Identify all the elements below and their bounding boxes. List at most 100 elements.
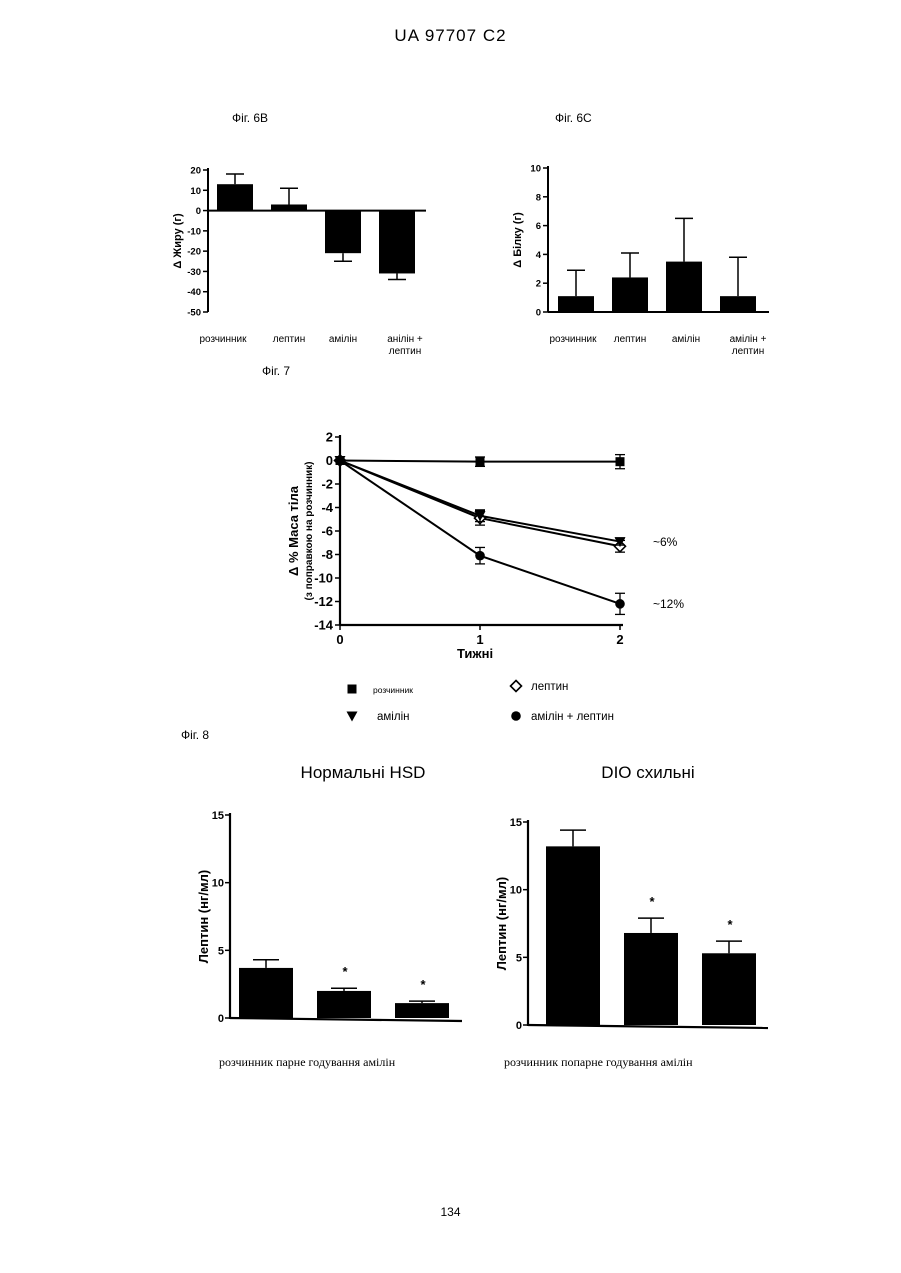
annotation-6pct: ~6% xyxy=(653,535,678,549)
category-label: амілін + xyxy=(730,334,767,345)
x-tick-label: 2 xyxy=(616,632,623,647)
y-axis-label: Лептин (нг/мл) xyxy=(196,870,211,963)
x-axis xyxy=(230,1018,462,1021)
chart-title: Нормальні HSD xyxy=(301,763,426,782)
category-label: амілін xyxy=(360,1055,396,1069)
category-label: анілін + xyxy=(387,334,423,345)
y-tick-label: -30 xyxy=(187,267,201,278)
y-tick-label: 6 xyxy=(536,221,541,232)
significance-star: * xyxy=(420,977,426,992)
fig6b-label: Фіг. 6В xyxy=(232,111,268,125)
y-tick-label: -2 xyxy=(321,477,333,492)
legend-label: розчинник xyxy=(373,685,413,695)
square-marker xyxy=(616,457,625,466)
bar xyxy=(720,296,756,312)
document-header: UA 97707 C2 xyxy=(0,26,901,46)
triangle-marker xyxy=(347,712,358,722)
fig6c-chart: 1086420Δ Білку (г)розчинниклептинаміліна… xyxy=(505,155,795,370)
chart-title: DIO схильні xyxy=(601,763,694,782)
fig7-chart: 20-2-4-6-8-10-12-14012ТижніΔ % Маса тіла… xyxy=(265,420,725,740)
y-tick-label: 2 xyxy=(536,279,541,290)
circle-marker xyxy=(475,551,485,561)
y-axis-label: Δ % Маса тіла xyxy=(286,485,301,576)
y-tick-label: 15 xyxy=(510,817,522,829)
legend-item: амілін + лептин xyxy=(511,711,614,723)
category-labels-row: розчинник попарне годування амілін xyxy=(504,1055,693,1069)
category-label: лептин xyxy=(389,346,422,357)
fig6c-label: Фіг. 6С xyxy=(555,111,592,125)
y-tick-label: 0 xyxy=(326,453,333,468)
y-tick-label: 10 xyxy=(530,164,541,175)
circle-marker xyxy=(615,599,625,609)
y-tick-label: 10 xyxy=(190,186,201,197)
bar xyxy=(379,211,415,274)
bar xyxy=(558,296,594,312)
category-label: лептин xyxy=(614,334,647,345)
bar xyxy=(666,262,702,312)
y-axis-sublabel: (з поправкою на розчинник) xyxy=(304,462,315,601)
y-tick-label: 15 xyxy=(212,810,224,822)
significance-star: * xyxy=(649,894,655,909)
legend-item: розчинник xyxy=(348,685,414,696)
fig8-label: Фіг. 8 xyxy=(181,728,209,742)
bar xyxy=(612,277,648,312)
x-tick-label: 1 xyxy=(476,632,483,647)
y-tick-label: 0 xyxy=(218,1013,224,1025)
circle-marker xyxy=(335,456,345,466)
category-label: лептин xyxy=(732,346,765,357)
y-tick-label: -4 xyxy=(321,500,333,515)
bar xyxy=(546,846,600,1025)
significance-star: * xyxy=(727,917,733,932)
category-label: розчинник xyxy=(504,1055,558,1069)
y-tick-label: 5 xyxy=(218,945,224,957)
fig8a-chart: Нормальні HSD 15 10 5 0 Лептин (нг/мл) * * розчи… xyxy=(185,755,485,1075)
y-tick-label: 0 xyxy=(516,1020,522,1032)
y-tick-label: 8 xyxy=(536,192,541,203)
category-label: амілін xyxy=(658,1055,694,1069)
y-axis-label: Δ Жиру (г) xyxy=(172,213,184,269)
square-marker xyxy=(476,457,485,466)
bar xyxy=(217,184,253,210)
y-tick-label: 10 xyxy=(212,878,224,890)
category-label: розчинник xyxy=(219,1055,273,1069)
y-axis-label: Δ Білку (г) xyxy=(512,212,524,268)
bar xyxy=(271,204,307,210)
bar xyxy=(395,1003,449,1018)
annotation-12pct: ~12% xyxy=(653,597,684,611)
legend-label: амілін + лептин xyxy=(531,711,614,723)
y-tick-label: -14 xyxy=(314,618,334,633)
category-label: парне годування xyxy=(273,1055,361,1069)
page-number: 134 xyxy=(0,1205,901,1219)
y-tick-label: 4 xyxy=(536,250,542,261)
square-marker xyxy=(348,685,357,694)
category-label: розчинник xyxy=(199,334,247,345)
y-tick-label: 2 xyxy=(326,430,333,445)
legend-item: амілін xyxy=(347,711,410,723)
y-tick-label: -12 xyxy=(314,594,333,609)
y-axis-label: Лептин (нг/мл) xyxy=(494,877,509,970)
diamond-marker xyxy=(511,681,522,692)
series-diamond-open xyxy=(335,455,626,552)
y-tick-label: -8 xyxy=(321,547,333,562)
x-tick-label: 0 xyxy=(336,632,343,647)
bar xyxy=(624,933,678,1025)
y-tick-label: -50 xyxy=(187,308,201,319)
y-tick-label: 10 xyxy=(510,885,522,897)
significance-star: * xyxy=(342,964,348,979)
series-square xyxy=(336,455,626,469)
bar xyxy=(317,991,371,1018)
category-label: розчинник xyxy=(549,334,597,345)
bar xyxy=(702,953,756,1025)
y-tick-label: 0 xyxy=(196,206,201,217)
legend-label: лептин xyxy=(531,681,568,693)
legend-item: лептин xyxy=(511,681,569,694)
y-tick-label: 0 xyxy=(536,308,541,319)
category-labels-row: розчинник парне годування амілін xyxy=(219,1055,396,1069)
y-tick-label: 20 xyxy=(190,166,201,177)
x-axis-label: Тижні xyxy=(457,646,493,661)
y-tick-label: -10 xyxy=(187,226,201,237)
series-line xyxy=(340,461,620,604)
y-tick-label: -40 xyxy=(187,287,201,298)
category-label: лептин xyxy=(273,334,306,345)
bar xyxy=(325,211,361,254)
